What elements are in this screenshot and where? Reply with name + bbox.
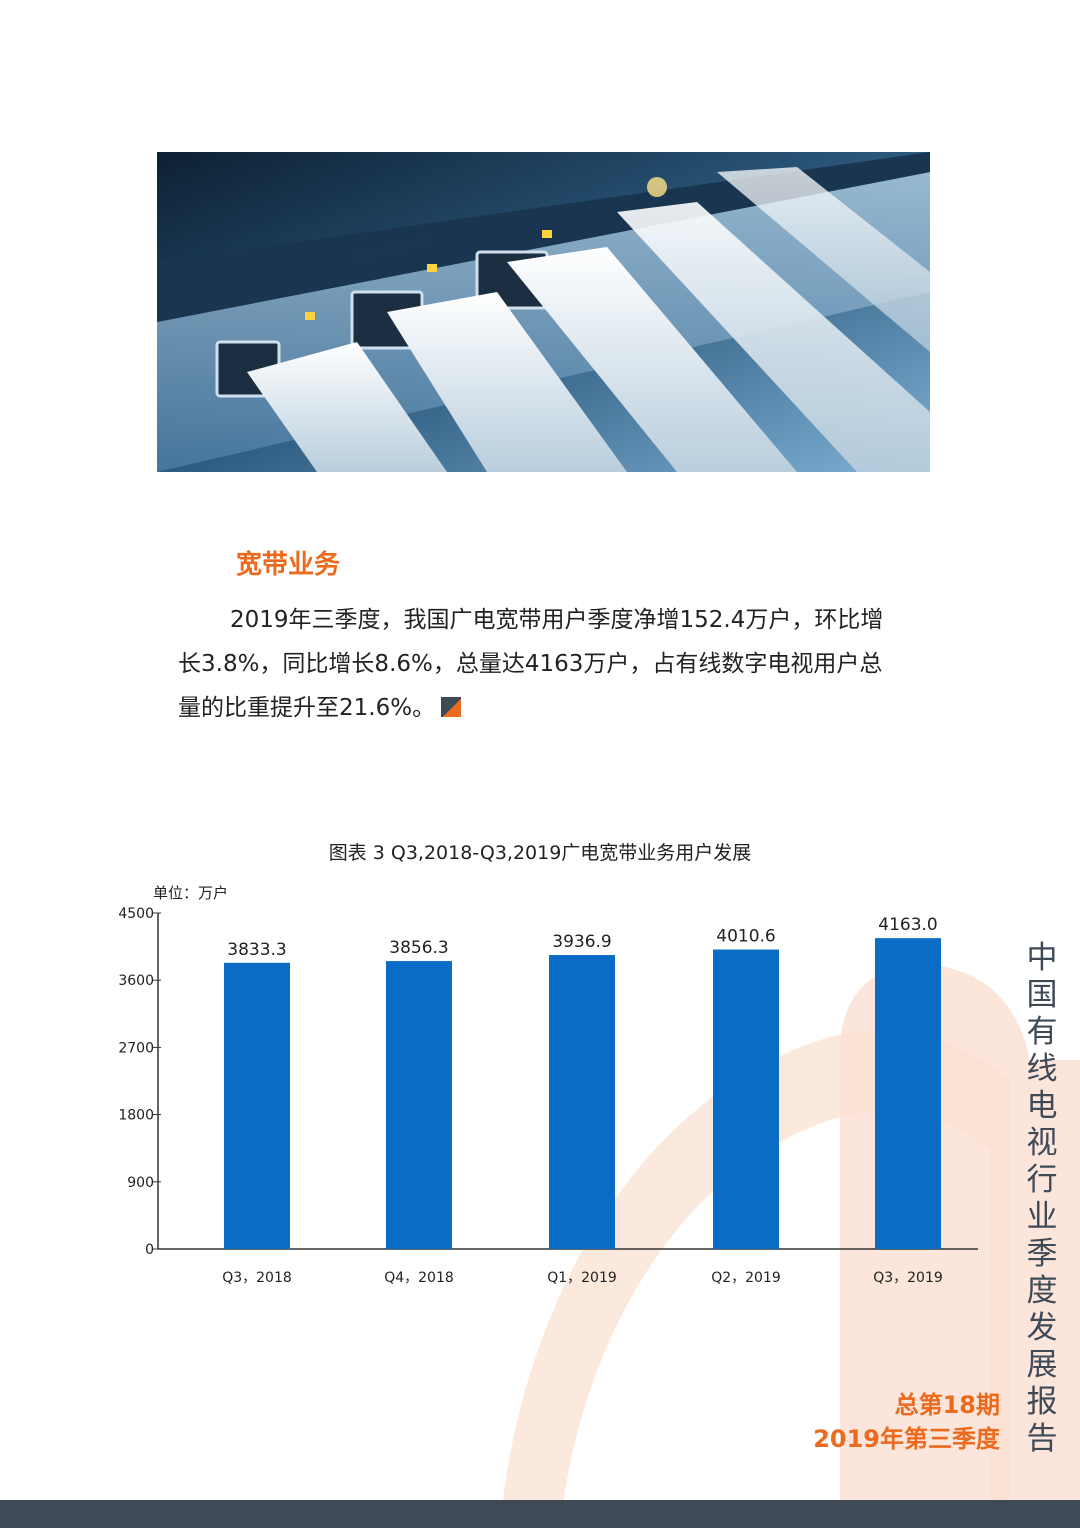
bar-value-label: 4163.0 — [878, 915, 937, 935]
y-tick-label: 900 — [127, 1175, 154, 1191]
bar-value-label: 3833.3 — [227, 940, 286, 960]
section-body-text: 2019年三季度，我国广电宽带用户季度净增152.4万户，环比增长3.8%，同比… — [178, 607, 884, 721]
x-category-label: Q2，2019 — [711, 1270, 781, 1286]
x-category-label: Q4，2018 — [384, 1270, 454, 1286]
section-title: 宽带业务 — [236, 550, 341, 580]
y-tick-label: 3600 — [118, 973, 154, 989]
y-tick-label: 0 — [145, 1242, 154, 1258]
bar — [875, 938, 941, 1249]
network-switch-ethernet-cables-photo: 10/100/1000 — [157, 152, 930, 472]
issue-quarter: 2019年第三季度 — [813, 1425, 1000, 1453]
bar — [549, 955, 615, 1249]
x-category-label: Q3，2019 — [873, 1270, 943, 1286]
issue-number: 总第18期 — [894, 1391, 1000, 1419]
vertical-report-title: 中国有线电视行业季度发展报告 — [1026, 940, 1058, 1457]
issue-info: 总第18期 2019年第三季度 — [813, 1388, 1000, 1456]
section-body: 2019年三季度，我国广电宽带用户季度净增152.4万户，环比增长3.8%，同比… — [178, 598, 890, 730]
bar — [224, 962, 290, 1249]
chart-title: 图表 3 Q3,2018-Q3,2019广电宽带业务用户发展 — [328, 842, 752, 864]
broadband-users-bar-chart: 0 900 1800 2700 3600 4500 3833.3 Q3，2018 3856.3 Q… — [118, 906, 978, 1286]
bar-value-label: 3936.9 — [552, 932, 611, 952]
bar-value-label: 3856.3 — [389, 938, 448, 958]
end-mark-icon — [441, 697, 462, 717]
footer-bar — [0, 1500, 1080, 1528]
x-category-label: Q3，2018 — [222, 1270, 292, 1286]
bar — [713, 949, 779, 1249]
bar-value-label: 4010.6 — [716, 927, 775, 947]
chart-unit-label: 单位：万户 — [153, 884, 229, 902]
bar — [386, 961, 452, 1249]
y-tick-label: 1800 — [118, 1108, 154, 1124]
y-tick-label: 2700 — [118, 1040, 154, 1056]
x-category-label: Q1，2019 — [547, 1270, 617, 1286]
y-tick-label: 4500 — [118, 906, 154, 922]
